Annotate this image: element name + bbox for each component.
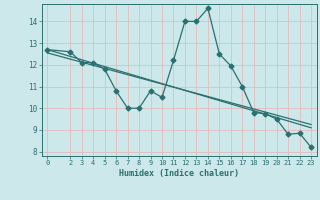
X-axis label: Humidex (Indice chaleur): Humidex (Indice chaleur) <box>119 169 239 178</box>
